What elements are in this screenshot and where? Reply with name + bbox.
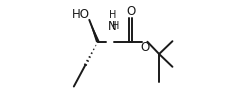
Text: N: N	[108, 20, 117, 33]
Text: O: O	[126, 5, 136, 18]
Text: HO: HO	[72, 8, 90, 21]
Polygon shape	[89, 20, 100, 42]
Text: O: O	[140, 41, 149, 54]
Text: H: H	[109, 10, 116, 20]
Text: H: H	[112, 21, 120, 31]
